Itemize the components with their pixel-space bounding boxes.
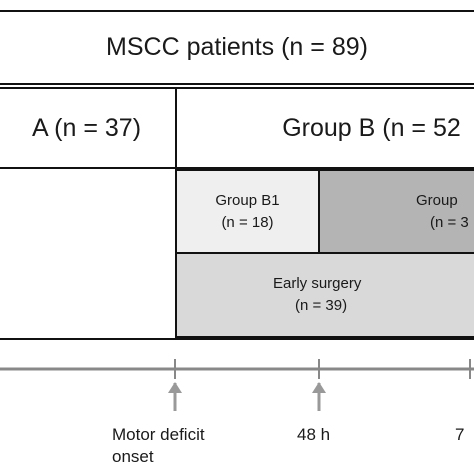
group-a-box: A (n = 37) bbox=[0, 87, 177, 169]
onset-tick bbox=[168, 359, 182, 411]
group-b2-count: (n = 3 bbox=[430, 213, 469, 231]
group-b1-count: (n = 18) bbox=[221, 213, 274, 231]
group-a-empty-region bbox=[0, 167, 177, 340]
timeline bbox=[0, 359, 474, 411]
group-b-label: Group B (n = 52 bbox=[282, 113, 461, 142]
total-patients-label: MSCC patients (n = 89) bbox=[106, 33, 368, 61]
early-surgery-count: (n = 39) bbox=[295, 297, 348, 314]
early-surgery-box: Early surgery (n = 39) bbox=[175, 252, 474, 338]
total-patients-box: MSCC patients (n = 89) bbox=[0, 10, 474, 85]
group-b1-box: Group B1 (n = 18) bbox=[175, 169, 320, 254]
group-b2-box: Group (n = 3 bbox=[318, 169, 474, 254]
onset-label-line1: Motor deficit bbox=[112, 425, 205, 444]
group-b-box: Group B (n = 52 bbox=[175, 87, 474, 169]
group-b2-label: Group bbox=[416, 191, 458, 209]
group-a-label: A (n = 37) bbox=[31, 113, 142, 142]
h48-tick bbox=[312, 359, 326, 411]
onset-label-line2: onset bbox=[112, 447, 154, 467]
early-surgery-label: Early surgery bbox=[273, 274, 362, 292]
group-b1-label: Group B1 bbox=[215, 191, 280, 209]
seven-label: 7 bbox=[455, 425, 465, 444]
h48-label: 48 h bbox=[297, 425, 331, 444]
onset-label: Motor deficit onset bbox=[112, 424, 205, 468]
